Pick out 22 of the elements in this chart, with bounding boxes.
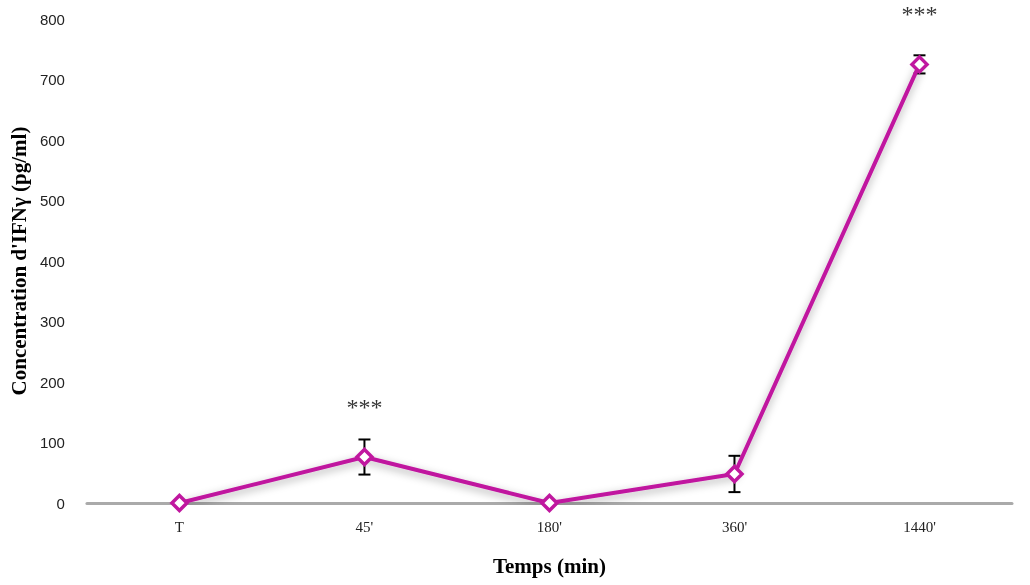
annotation: *** — [346, 394, 383, 421]
y-tick-label: 0 — [56, 494, 65, 512]
x-tick-label: 45' — [355, 518, 374, 535]
y-tick-label: 300 — [39, 313, 65, 330]
y-tick-label: 600 — [39, 131, 65, 149]
x-tick-label: 180' — [536, 518, 563, 535]
y-tick-label: 200 — [39, 373, 65, 391]
y-tick-label: 700 — [39, 71, 65, 88]
x-tick-label: 1440' — [903, 518, 937, 535]
x-tick-label: 360' — [721, 518, 748, 535]
annotation: *** — [901, 1, 938, 28]
y-axis-title: Concentration d'IFNγ (pg/ml) — [6, 126, 31, 396]
y-tick-label: 100 — [39, 434, 65, 451]
point — [355, 447, 374, 467]
y-tick-label: 400 — [39, 252, 65, 270]
y-tick-label: 500 — [39, 192, 65, 209]
x-axis-title: Temps (min) — [492, 553, 606, 578]
point — [170, 493, 189, 513]
y-tick-label: 800 — [39, 10, 65, 28]
point — [540, 493, 559, 513]
point — [725, 464, 744, 484]
x-tick-label: T — [174, 518, 185, 535]
